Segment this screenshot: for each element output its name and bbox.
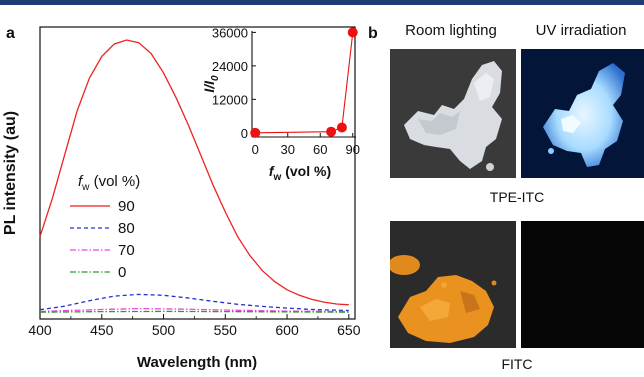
inset-y-tick-label: 24000 <box>212 59 248 74</box>
inset-ylabel-sub: 0 <box>210 75 221 81</box>
inset-xlabel-sub: w <box>273 172 282 183</box>
main-plot-frame <box>39 26 356 320</box>
main-x-axis-label: Wavelength (nm) <box>137 354 257 371</box>
inset-connecting-line <box>255 32 354 134</box>
main-y-axis-label: PL intensity (au) <box>2 111 19 235</box>
x-tick-label: 550 <box>214 322 238 338</box>
series-line-90 <box>39 39 349 306</box>
series-line-0 <box>39 310 349 313</box>
photo-fitc-room-lighting <box>390 221 516 348</box>
x-tick-label: 500 <box>152 322 176 338</box>
row-label-fitc: FITC <box>501 356 533 372</box>
series-line-70 <box>39 307 349 313</box>
inset-x-tick-label: 30 <box>281 142 295 157</box>
legend-label-0: 0 <box>118 264 126 281</box>
panel-b-letter: b <box>368 25 378 42</box>
col-header-room-lighting: Room lighting <box>405 22 497 39</box>
inset-point <box>326 126 337 137</box>
photo-fitc-uv <box>521 221 644 348</box>
photo-tpe-itc-room-lighting <box>390 49 516 178</box>
main-series-group <box>39 39 349 313</box>
main-x-ticks: 400 450 500 550 600 650 <box>28 314 361 338</box>
powder-white-image <box>390 49 516 178</box>
legend-title-f: f <box>78 173 84 190</box>
inset-x-tick-label: 0 <box>252 142 259 157</box>
inset-marks <box>250 27 358 138</box>
inset-x-axis-label: fw (vol %) <box>269 163 331 183</box>
powder-orange-image <box>390 221 516 348</box>
row-label-tpe-itc: TPE-ITC <box>489 189 545 205</box>
x-tick-label: 600 <box>275 322 299 338</box>
inset-xlabel-main: f <box>269 163 275 179</box>
inset-x-tick-label: 60 <box>313 142 327 157</box>
inset-x-tick-label: 90 <box>346 142 360 157</box>
top-border <box>0 0 644 5</box>
legend-title-sub: w <box>81 182 90 193</box>
inset-y-axis-label: I/I0 <box>201 75 221 93</box>
main-legend: fw (vol %) 90 80 70 0 <box>70 173 140 281</box>
inset-point <box>347 27 358 38</box>
inset-y-tick-label: 36000 <box>212 25 248 40</box>
inset-ylabel-main: I/I <box>201 80 217 93</box>
inset-y-tick-label: 12000 <box>212 92 248 107</box>
x-tick-label: 400 <box>28 322 52 338</box>
inset-xlabel-rest: (vol %) <box>281 163 331 179</box>
inset-ticks: 0 12000 24000 36000 0 30 60 90 <box>212 25 360 157</box>
photo-tpe-itc-uv <box>521 49 644 178</box>
x-tick-label: 450 <box>90 322 114 338</box>
inset-y-tick-label: 0 <box>241 126 248 141</box>
legend-label-80: 80 <box>118 220 135 237</box>
legend-title: fw (vol %) <box>78 173 140 193</box>
legend-title-rest: (vol %) <box>89 173 140 190</box>
panel-a-letter: a <box>6 25 15 42</box>
series-line-80 <box>39 293 349 312</box>
legend-label-90: 90 <box>118 198 135 215</box>
inset-point <box>336 122 347 133</box>
powder-blue-glow-image <box>521 49 644 178</box>
dark-no-emission-image <box>521 221 644 348</box>
col-header-uv-irradiation: UV irradiation <box>535 22 627 39</box>
legend-label-70: 70 <box>118 242 135 259</box>
x-tick-label: 650 <box>337 322 361 338</box>
inset-point <box>250 127 261 138</box>
